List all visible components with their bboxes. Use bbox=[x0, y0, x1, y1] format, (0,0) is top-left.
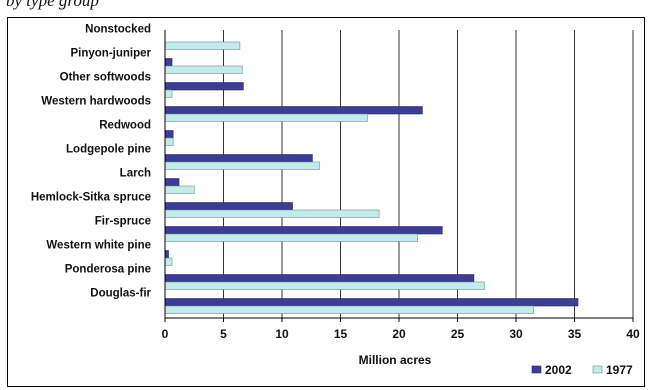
category-label: Nonstocked bbox=[85, 24, 151, 36]
bar-2002-pinyon-juniper bbox=[164, 58, 173, 67]
bar-2002-douglas-fir bbox=[164, 298, 579, 307]
x-tick-labels: 0 5 10 15 20 25 30 35 40 bbox=[162, 318, 640, 341]
category-label: Western hardwoods bbox=[41, 96, 151, 108]
x-tick-label: 10 bbox=[275, 327, 289, 341]
bar-2002-fir-spruce bbox=[164, 226, 443, 235]
bar-1977-fir-spruce bbox=[164, 233, 419, 242]
x-tick-label: 20 bbox=[392, 327, 406, 341]
category-labels: Nonstocked Pinyon-juniper Other softwoods W… bbox=[31, 24, 152, 300]
x-tick-label: 15 bbox=[334, 327, 348, 341]
bar-2002-hemlock-sitka-spruce bbox=[164, 202, 293, 211]
category-label: Western white pine bbox=[46, 240, 151, 252]
grid-lines bbox=[223, 30, 634, 318]
bar-1977-redwood bbox=[164, 137, 174, 146]
category-label: Other softwoods bbox=[60, 72, 151, 84]
bar-1977-ponderosa-pine bbox=[164, 281, 485, 290]
caption-fragment: by type group bbox=[6, 0, 99, 10]
bar-2002-larch bbox=[164, 178, 180, 187]
bar-1977-larch bbox=[164, 185, 195, 194]
bar-1977-pinyon-juniper bbox=[164, 65, 243, 74]
bar-2002-western-white-pine bbox=[164, 250, 169, 259]
legend: 2002 1977 bbox=[531, 363, 633, 377]
bar-1977-douglas-fir bbox=[164, 305, 534, 314]
bars bbox=[164, 41, 579, 314]
chart-frame bbox=[7, 17, 645, 387]
legend-label-2002: 2002 bbox=[545, 363, 572, 377]
legend-swatch-2002 bbox=[531, 365, 542, 374]
category-label: Hemlock-Sitka spruce bbox=[31, 192, 151, 204]
x-tick-label: 35 bbox=[568, 327, 582, 341]
category-label: Douglas-fir bbox=[90, 288, 151, 300]
category-label: Redwood bbox=[99, 120, 151, 132]
bar-2002-redwood bbox=[164, 130, 174, 139]
category-label: Pinyon-juniper bbox=[71, 48, 152, 60]
x-tick-label: 0 bbox=[162, 327, 169, 341]
legend-label-1977: 1977 bbox=[606, 363, 633, 377]
bar-1977-other-softwoods bbox=[164, 89, 173, 98]
bar-2002-western-hardwoods bbox=[164, 106, 423, 115]
bar-1977-nonstocked bbox=[164, 41, 241, 50]
category-label: Fir-spruce bbox=[95, 216, 151, 228]
bar-1977-lodgepole-pine bbox=[164, 161, 320, 170]
bar-2002-other-softwoods bbox=[164, 82, 244, 91]
legend-swatch-1977 bbox=[592, 365, 603, 374]
bar-1977-hemlock-sitka-spruce bbox=[164, 209, 380, 218]
x-tick-label: 5 bbox=[220, 327, 227, 341]
bar-1977-western-hardwoods bbox=[164, 113, 368, 122]
x-axis-title: Million acres bbox=[359, 353, 432, 367]
bar-1977-western-white-pine bbox=[164, 257, 173, 266]
x-tick-label: 25 bbox=[451, 327, 465, 341]
x-tick-label: 30 bbox=[509, 327, 523, 341]
category-label: Lodgepole pine bbox=[66, 144, 151, 156]
category-label: Larch bbox=[120, 168, 151, 180]
bar-2002-lodgepole-pine bbox=[164, 154, 313, 163]
x-tick-label: 40 bbox=[626, 327, 640, 341]
category-label: Ponderosa pine bbox=[65, 264, 151, 276]
bar-2002-ponderosa-pine bbox=[164, 274, 475, 283]
